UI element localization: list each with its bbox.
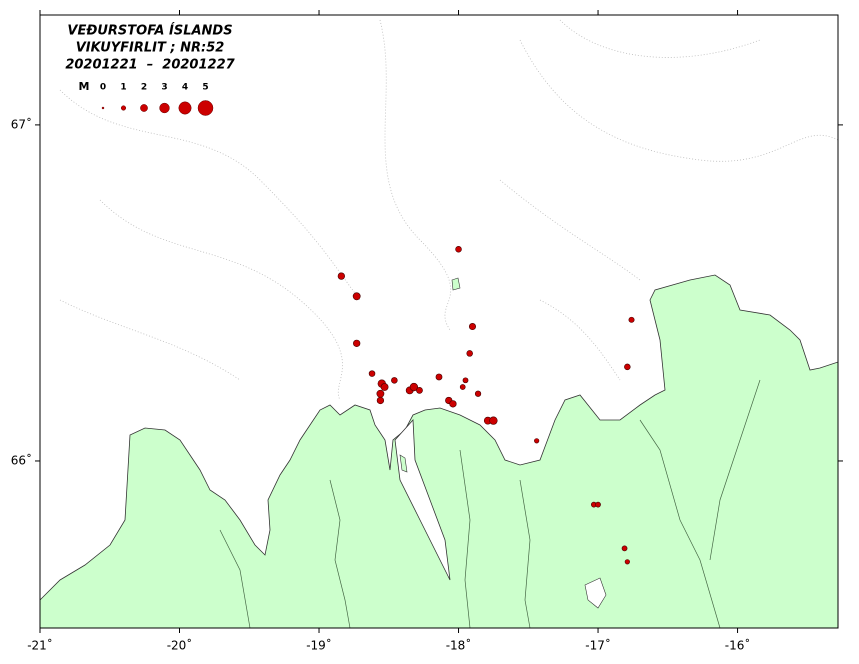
earthquake xyxy=(489,416,498,425)
x-tick-label: -17˚ xyxy=(585,638,611,653)
legend-size-label: 3 xyxy=(161,83,167,93)
earthquake xyxy=(624,363,631,371)
earthquake xyxy=(459,384,466,390)
earthquake xyxy=(474,390,482,397)
rivers xyxy=(219,379,761,629)
earthquake xyxy=(468,323,476,331)
legend-size-label: 1 xyxy=(120,83,126,93)
earthquake xyxy=(455,245,462,253)
y-tick-label: 66˚ xyxy=(11,452,32,467)
earthquake xyxy=(624,559,630,565)
island xyxy=(451,277,461,291)
period: 20201221 – 20201227 xyxy=(65,58,235,73)
earthquake xyxy=(352,292,361,301)
earthquake xyxy=(462,377,469,384)
x-tick-label: -20˚ xyxy=(167,638,193,653)
x-tick-label: -16˚ xyxy=(725,638,751,653)
earthquake xyxy=(435,373,443,381)
legend-size-label: 0 xyxy=(100,83,106,93)
earthquake xyxy=(368,370,376,377)
x-tick-label: -21˚ xyxy=(27,638,53,653)
earthquake xyxy=(376,396,385,405)
legend-size-label: 5 xyxy=(202,83,208,93)
earthquake xyxy=(409,382,419,392)
lake xyxy=(584,577,607,609)
legend-label: M xyxy=(79,80,90,93)
legend-marker xyxy=(159,102,170,114)
legend-marker xyxy=(197,100,214,116)
frame xyxy=(39,14,839,629)
legend-marker xyxy=(178,101,192,115)
legend-marker xyxy=(101,106,105,110)
legend-size-label: 4 xyxy=(182,83,188,93)
earthquake xyxy=(466,350,473,357)
earthquake xyxy=(449,400,457,408)
earthquake xyxy=(353,339,361,347)
earthquake xyxy=(621,545,628,552)
subtitle: VIKUYFIRLIT ; NR:52 xyxy=(76,41,225,56)
island xyxy=(399,454,408,473)
title: VEÐURSTOFA ÍSLANDS xyxy=(67,23,232,39)
legend-marker xyxy=(140,104,148,112)
x-tick-label: -19˚ xyxy=(306,638,332,653)
y-tick-label: 67˚ xyxy=(11,116,32,131)
fjord xyxy=(394,419,451,581)
earthquake xyxy=(376,389,385,398)
earthquake xyxy=(595,501,601,508)
earthquake xyxy=(534,438,540,444)
bathymetry xyxy=(59,19,839,401)
x-tick-label: -18˚ xyxy=(446,638,472,653)
legend-size-label: 2 xyxy=(141,83,147,93)
earthquake xyxy=(416,387,423,394)
earthquake xyxy=(380,383,389,391)
earthquake xyxy=(391,377,398,384)
earthquake xyxy=(628,316,635,323)
earthquake xyxy=(337,272,345,280)
land xyxy=(39,274,839,629)
legend-marker xyxy=(120,105,127,111)
